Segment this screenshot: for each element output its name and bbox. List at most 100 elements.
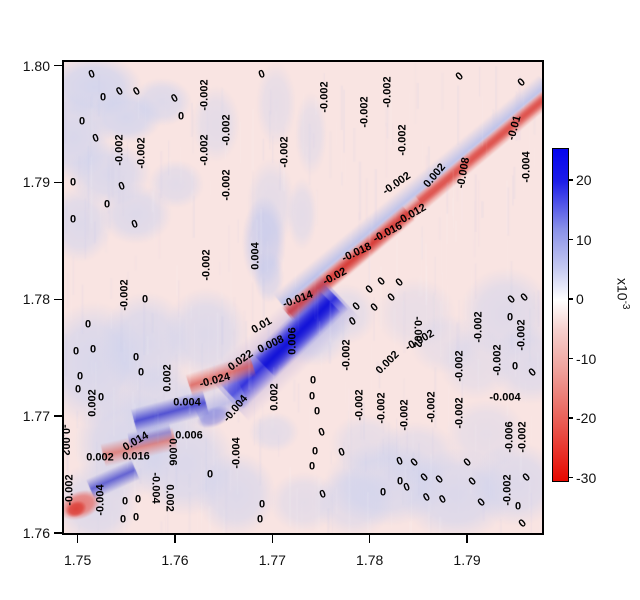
- colorbar-tick-mark: [568, 476, 573, 479]
- contour-label: -0.002: [358, 96, 371, 128]
- contour-label: -0.002: [113, 134, 126, 166]
- x-tick-label: 1.79: [453, 552, 481, 568]
- colorbar-tick-mark: [568, 238, 573, 241]
- contour-label: -0.004: [230, 437, 243, 469]
- contour-label: 0.022: [225, 347, 256, 374]
- contour-label: 0: [461, 456, 474, 470]
- x-tick-mark: [271, 535, 274, 543]
- contour-label: -0.004: [94, 484, 107, 516]
- contour-label: 0: [347, 314, 359, 329]
- contour-label: 0.004: [249, 242, 262, 270]
- contour-label: -0.002: [220, 169, 233, 201]
- contour-label: -0.002: [453, 350, 466, 382]
- contour-label: -0.002: [515, 319, 528, 351]
- contour-label: -0.002: [353, 389, 366, 421]
- colorbar-tick-label: 10: [576, 231, 592, 248]
- contour-label: 0: [421, 490, 433, 505]
- contour-label: -0.006: [503, 421, 516, 453]
- contour-label: -0.002: [491, 344, 504, 376]
- y-tick-label: 1.78: [22, 291, 50, 308]
- colorbar-tick-mark: [568, 298, 573, 300]
- y-tick-label: 1.79: [22, 174, 50, 191]
- colorbar-tick-label: -10: [576, 350, 597, 367]
- contour-label: -0.016: [371, 219, 405, 246]
- colorbar-tick-mark: [568, 417, 573, 419]
- contour-label: 0: [69, 213, 77, 226]
- contour-label: 0: [134, 493, 142, 506]
- heatmap-canvas: [64, 62, 542, 533]
- contour-label: 0.01: [249, 315, 275, 337]
- contour-label: 0.016: [122, 450, 150, 463]
- contour-label: -0.002: [64, 474, 76, 506]
- contour-label: 0: [132, 351, 140, 364]
- contour-label: -0.002: [318, 81, 331, 113]
- contour-label: -0.002: [516, 421, 529, 453]
- x-tick-mark: [368, 535, 371, 543]
- contour-label: -0.002: [64, 424, 72, 456]
- colorbar-tick-label: 20: [576, 172, 592, 189]
- contour-label: 0: [103, 198, 111, 211]
- x-tick-label: 1.76: [161, 552, 189, 568]
- contour-label: 0.004: [173, 396, 201, 409]
- contour-label: 0: [121, 495, 129, 508]
- contour-label: 0: [506, 311, 514, 324]
- contour-label: -0.014: [281, 288, 315, 311]
- contour-label: -0.002: [472, 311, 485, 343]
- contour-label: 0.002: [86, 389, 99, 417]
- contour-label: 0: [74, 383, 82, 396]
- contour-label: 0.006: [286, 327, 299, 355]
- contour-label: 0: [520, 471, 533, 485]
- contour-label: 0: [401, 480, 412, 495]
- y-tick-mark: [54, 415, 62, 417]
- contour-label: -0.01: [505, 114, 524, 142]
- contour-label: 0: [114, 84, 126, 99]
- contour-label: -0.002: [381, 76, 394, 108]
- contour-label: 0: [97, 391, 105, 404]
- contour-label: 0: [308, 460, 316, 473]
- contour-label: 0: [433, 473, 446, 487]
- plot-area: 0 0 0 0 0 0 0 0 0 0 0 0 0 0 0 0 -0.002 -0.002 -0.002 -0.002…: [62, 60, 544, 535]
- colorbar-tick-mark: [568, 357, 573, 360]
- contour-label: 0: [396, 475, 404, 488]
- contour-label: -0.002: [220, 114, 233, 146]
- contour-label: -0.002: [425, 391, 438, 423]
- contour-label: 0: [363, 283, 376, 297]
- contour-label: 0.002: [161, 364, 174, 392]
- contour-label: 0: [90, 131, 101, 146]
- y-tick-mark: [54, 181, 62, 184]
- contour-label: 0: [132, 511, 140, 524]
- contour-label: -0.002: [340, 339, 353, 371]
- contour-label: 0.008: [255, 333, 286, 356]
- contour-label: -0.004: [489, 391, 521, 404]
- contour-label: 0.002: [268, 383, 281, 411]
- contour-label: 0.002: [421, 161, 449, 191]
- contour-label: -0.002: [118, 279, 131, 311]
- x-tick-label: 1.78: [356, 552, 384, 568]
- contour-label: 0: [526, 366, 539, 380]
- contour-label: 0: [408, 456, 421, 470]
- y-tick-label: 1.76: [22, 525, 50, 541]
- contour-label: 0: [89, 343, 97, 356]
- y-tick-label: 1.77: [22, 408, 50, 425]
- contour-label: 0: [313, 405, 321, 418]
- contour-label: 0: [137, 366, 145, 379]
- colorbar-tick-mark: [568, 179, 573, 181]
- contour-label: 0: [453, 70, 466, 84]
- y-tick-mark: [54, 298, 62, 300]
- contour-label: 0.006: [166, 438, 179, 466]
- contour-label: 0: [177, 110, 185, 123]
- colorbar-unit-label: x10-3: [614, 278, 631, 310]
- contour-label: -0.002: [380, 169, 413, 198]
- contour-label: 0: [379, 486, 387, 499]
- x-tick-label: 1.77: [258, 552, 286, 568]
- contour-label: 0: [84, 318, 92, 331]
- contour-label: 0: [206, 468, 214, 481]
- contour-label: 0.002: [163, 484, 176, 512]
- contour-label: -0.004: [149, 472, 162, 504]
- contour-label: 0: [78, 115, 86, 128]
- colorbar-tick-label: -20: [576, 410, 597, 427]
- y-tick-label: 1.80: [22, 57, 50, 74]
- contour-label: 0: [385, 291, 398, 305]
- contour-label: -0.02: [320, 265, 349, 288]
